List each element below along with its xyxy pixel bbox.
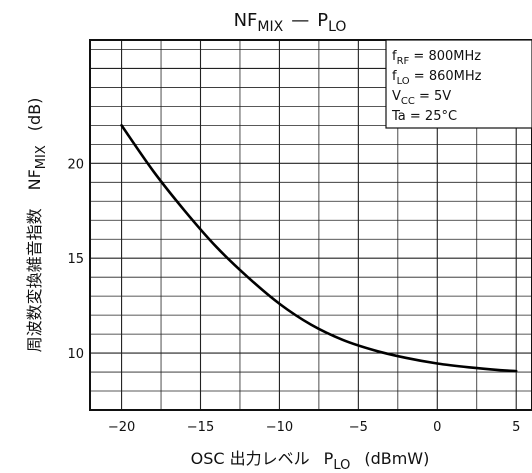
y-axis-ticks: 10 15 20 <box>67 157 84 362</box>
series-line-nf-mix <box>120 124 518 373</box>
legend-box-frame <box>385 39 532 129</box>
y-tick-label: 15 <box>67 252 84 267</box>
x-axis-ticks: −20 −15 −10 −5 0 5 <box>108 420 521 435</box>
x-tick-label: −5 <box>349 420 368 435</box>
x-tick-label: −10 <box>266 420 293 435</box>
y-axis-label: 周波数変換雑音指数NFMIX(dB) <box>25 98 49 353</box>
y-tick-label: 10 <box>67 347 84 362</box>
annotation-ta: Ta = 25°C <box>391 109 457 124</box>
x-tick-label: 5 <box>512 420 520 435</box>
x-tick-label: 0 <box>433 420 441 435</box>
x-tick-label: −15 <box>187 420 214 435</box>
y-tick-label: 20 <box>67 157 84 172</box>
series-layer <box>120 124 518 373</box>
plot-frame <box>89 39 532 411</box>
chart-title: NFMIX — PLO <box>234 10 347 35</box>
legend-box: fRF = 800MHz fLO = 860MHz VCC = 5V Ta = … <box>385 39 532 129</box>
annotation-vcc: VCC = 5V <box>392 89 451 107</box>
x-tick-label: −20 <box>108 420 135 435</box>
annotation-flo: fLO = 860MHz <box>392 69 482 87</box>
annotation-frf: fRF = 800MHz <box>392 49 481 67</box>
x-axis-label: OSC 出力レベル PLO (dBmW) <box>191 449 430 473</box>
